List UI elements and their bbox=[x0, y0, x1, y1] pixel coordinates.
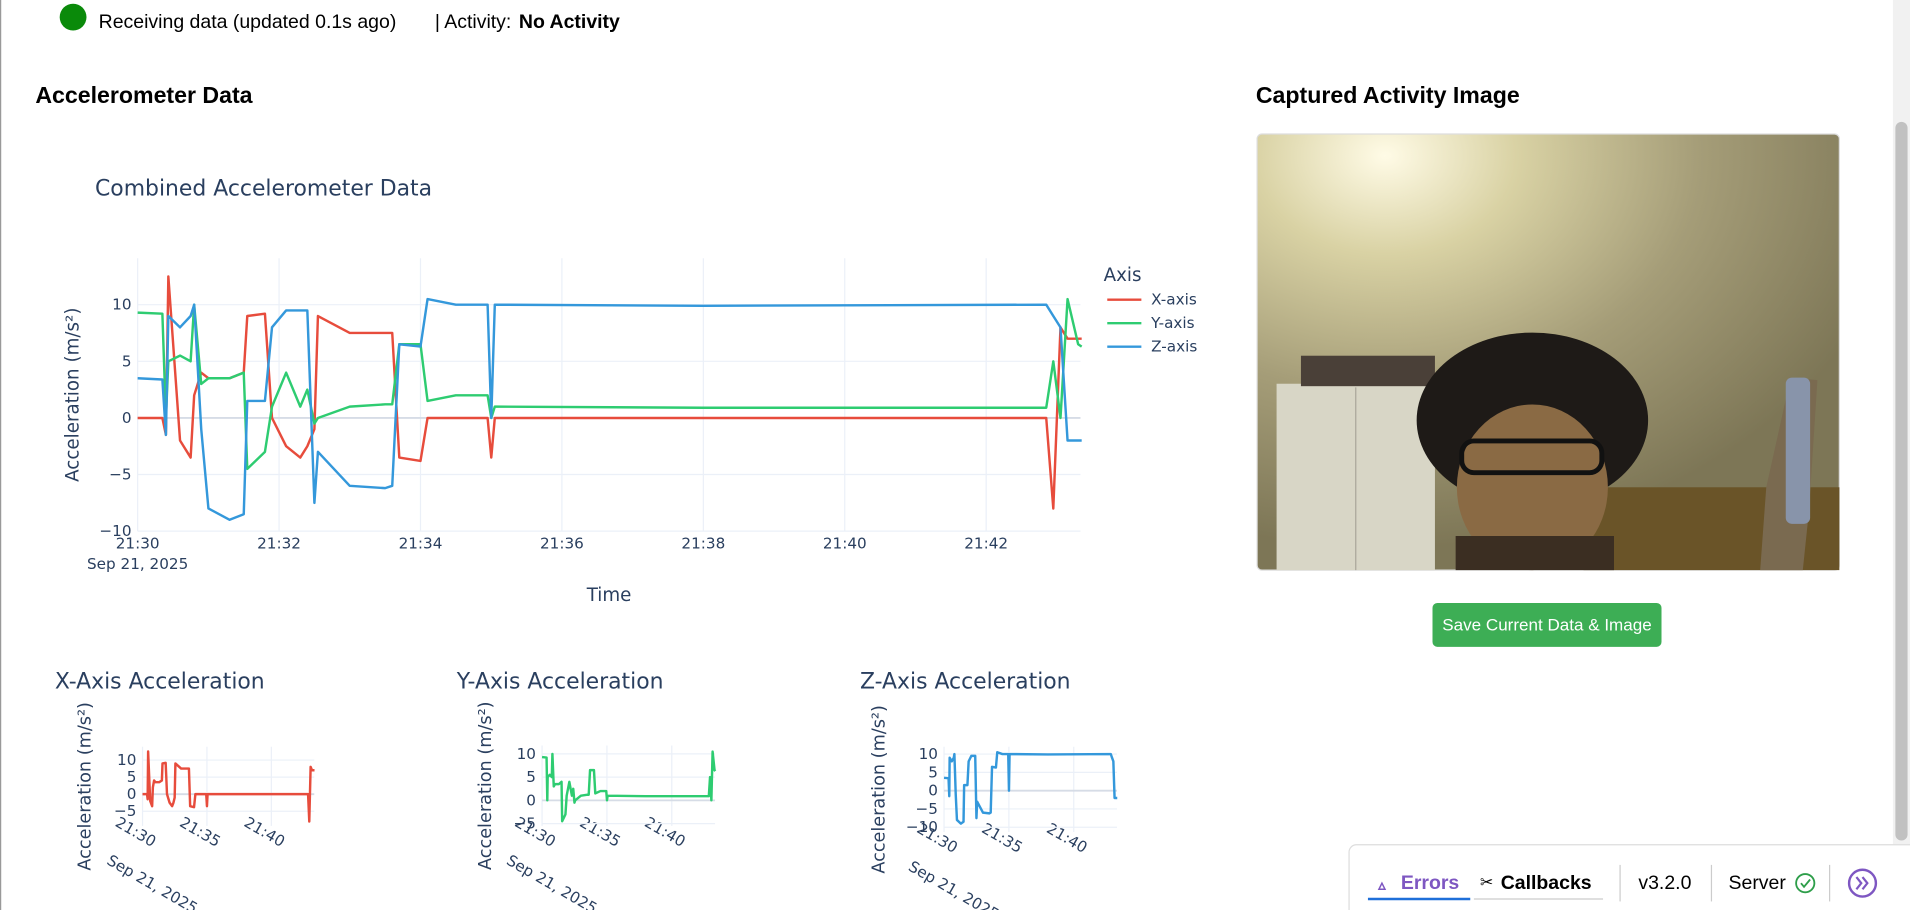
y-axis-label: Acceleration (m/s²) bbox=[869, 705, 889, 874]
x-tick-label: 21:35 bbox=[177, 813, 224, 851]
y-tick-label: 0 bbox=[122, 409, 132, 427]
y-tick-label: 10 bbox=[517, 745, 536, 763]
x-tick-label: 21:38 bbox=[681, 534, 725, 552]
series-line bbox=[541, 750, 717, 823]
y-tick-label: 5 bbox=[122, 352, 132, 370]
collapse-button[interactable] bbox=[1847, 868, 1878, 898]
status-indicator bbox=[59, 3, 87, 31]
x-axis-label: Time bbox=[586, 585, 632, 606]
chevrons bbox=[1855, 876, 1869, 890]
y-tick-label: −5 bbox=[916, 800, 938, 818]
devtools-bar bbox=[1348, 844, 1910, 910]
y-tick-label: −5 bbox=[109, 466, 131, 484]
y-tick-label: −5 bbox=[114, 802, 136, 820]
chart-title: Z-Axis Acceleration bbox=[860, 670, 1071, 695]
y-tick-label: −5 bbox=[514, 815, 536, 833]
activity-label: | Activity: bbox=[435, 11, 511, 33]
x-tick-label: 21:35 bbox=[979, 819, 1026, 857]
section-heading: Captured Activity Image bbox=[1256, 82, 1520, 108]
x-tick-label: 21:32 bbox=[257, 534, 301, 552]
x-date-label: Sep 21, 2025 bbox=[104, 851, 201, 910]
series-line bbox=[142, 750, 316, 823]
x-tick-label: 21:34 bbox=[399, 534, 443, 552]
chart-title: Combined Accelerometer Data bbox=[95, 176, 432, 201]
captured-image bbox=[1256, 133, 1840, 571]
y-tick-label: −10 bbox=[99, 522, 131, 540]
button-bg[interactable] bbox=[1432, 603, 1662, 647]
y-axis-label: Acceleration (m/s²) bbox=[63, 308, 84, 482]
callbacks-icon: ✂ bbox=[1480, 875, 1493, 892]
x-tick-label: 21:42 bbox=[964, 534, 1008, 552]
y-axis-label: Acceleration (m/s²) bbox=[476, 701, 496, 870]
save-button[interactable]: Save Current Data & Image bbox=[1432, 603, 1662, 647]
y-tick-label: 0 bbox=[526, 791, 536, 809]
section-heading: Accelerometer Data bbox=[35, 82, 253, 108]
warning-icon bbox=[1377, 881, 1387, 890]
x-date-label: Sep 21, 2025 bbox=[905, 857, 1002, 910]
legend-label: Y-axis bbox=[1150, 314, 1195, 332]
series-line bbox=[137, 275, 1082, 510]
y-axis-label: Acceleration (m/s²) bbox=[75, 702, 95, 871]
legend-title: Axis bbox=[1104, 265, 1142, 286]
y-tick-label: 0 bbox=[928, 782, 938, 800]
x-date-label: Sep 21, 2025 bbox=[87, 555, 188, 573]
y-tick-label: 5 bbox=[127, 768, 137, 786]
series-line bbox=[943, 751, 1118, 825]
activity-value: No Activity bbox=[519, 11, 620, 33]
y-tick-label: 5 bbox=[526, 768, 536, 786]
chart-title: X-Axis Acceleration bbox=[55, 670, 265, 695]
y-tick-label: 5 bbox=[928, 763, 938, 781]
y-tick-label: −10 bbox=[906, 818, 938, 836]
y-tick-label: 0 bbox=[127, 785, 137, 803]
y-tick-label: 10 bbox=[112, 296, 131, 314]
scrollbar-thumb[interactable] bbox=[1895, 121, 1908, 841]
x-tick-label: 21:35 bbox=[577, 813, 624, 851]
legend-label: X-axis bbox=[1151, 291, 1197, 309]
version: v3.2.0 bbox=[1638, 872, 1691, 894]
errors-tab[interactable]: Errors bbox=[1401, 872, 1460, 894]
server-ok-icon bbox=[1795, 873, 1816, 894]
x-tick-label: 21:30 bbox=[116, 534, 160, 552]
plots: 21:30 21:32 21:34 21:36 21:38 21:40 21:42 Sep 2… bbox=[55, 176, 1198, 910]
y-tick-label: 10 bbox=[117, 751, 136, 769]
legend-label: Z-axis bbox=[1151, 338, 1197, 356]
check-mark bbox=[1800, 878, 1811, 889]
series-line bbox=[137, 297, 1082, 522]
status-text: Receiving data (updated 0.1s ago) bbox=[99, 11, 397, 33]
button-label[interactable]: Save Current Data & Image bbox=[1442, 615, 1651, 634]
x-tick-label: 21:36 bbox=[540, 534, 584, 552]
chart-title: Y-Axis Acceleration bbox=[456, 670, 664, 695]
server-status[interactable]: Server bbox=[1729, 872, 1787, 894]
devtools: Errors ✂ Callbacks v3.2.0 Server bbox=[1348, 844, 1910, 910]
y-tick-label: 10 bbox=[919, 745, 938, 763]
x-tick-label: 21:40 bbox=[641, 813, 688, 851]
callbacks-tab[interactable]: Callbacks bbox=[1501, 872, 1592, 894]
x-date-label: Sep 21, 2025 bbox=[503, 851, 600, 910]
x-tick-label: 21:40 bbox=[823, 534, 867, 552]
x-tick-label: 21:40 bbox=[241, 813, 288, 851]
x-tick-label: 21:40 bbox=[1043, 819, 1090, 857]
